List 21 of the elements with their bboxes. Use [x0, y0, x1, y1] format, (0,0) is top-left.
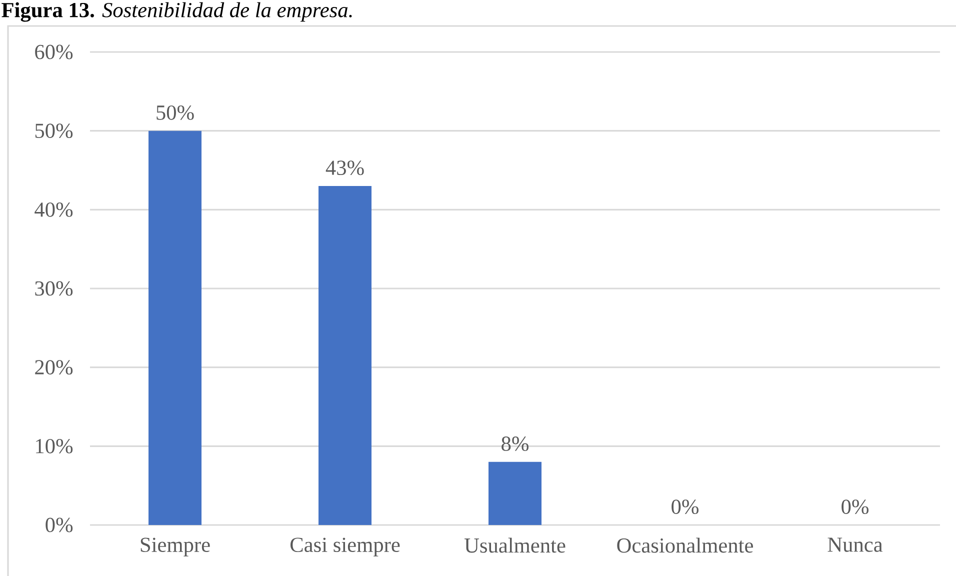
- x-tick-label: Siempre: [140, 538, 210, 556]
- x-tick-label: Nunca: [828, 538, 883, 552]
- y-tick-label: 20%: [35, 360, 73, 375]
- data-label: 8%: [502, 436, 528, 451]
- bar: [148, 130, 202, 525]
- chart-title: Figura 13. Sostenibilidad de la empresa.: [2, 2, 352, 22]
- x-tick-label: Usualmente: [464, 538, 566, 553]
- y-tick-label: 50%: [35, 124, 73, 138]
- data-label: 0%: [672, 500, 698, 514]
- y-tick-label: 40%: [34, 202, 73, 217]
- bar: [488, 462, 542, 525]
- y-tick-label: 30%: [35, 281, 73, 296]
- data-label: 43%: [326, 160, 364, 176]
- data-label: 50%: [156, 105, 194, 120]
- x-tick-label: Casi siempre: [290, 538, 400, 556]
- data-label: 0%: [842, 500, 868, 514]
- y-tick-label: 60%: [35, 44, 73, 60]
- y-tick-label: 0%: [46, 518, 73, 532]
- x-tick-label: Ocasionalmente: [617, 538, 753, 553]
- y-tick-label: 10%: [36, 438, 73, 454]
- bar: [318, 186, 372, 525]
